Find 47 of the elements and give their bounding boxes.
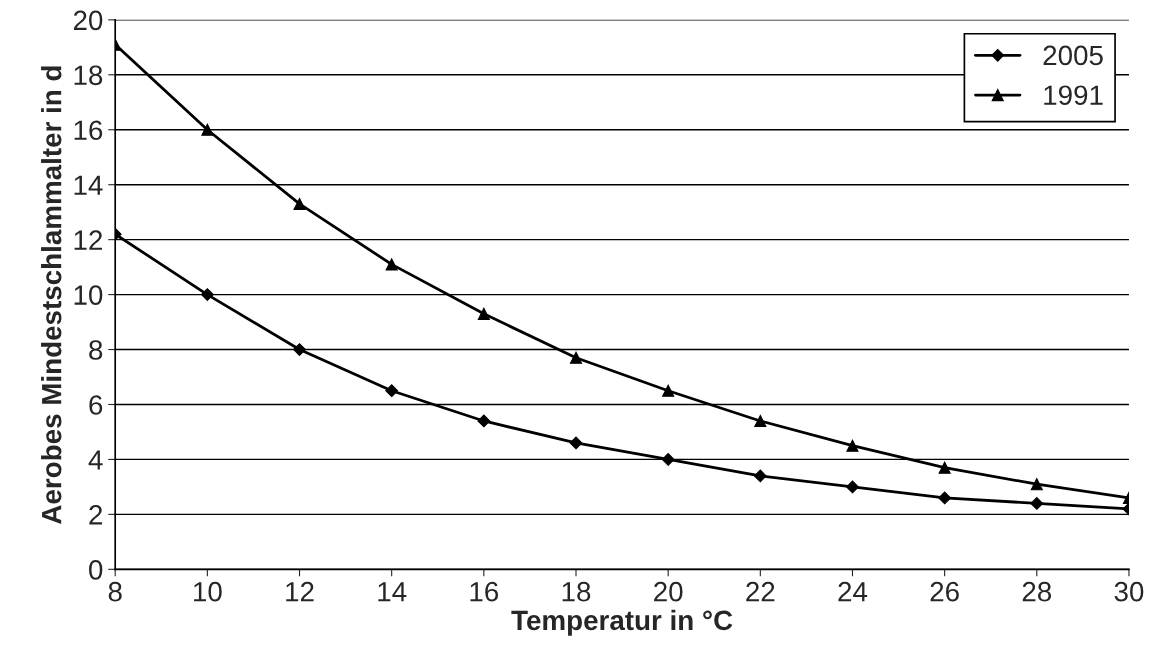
point <box>201 123 214 136</box>
legend-label: 2005 <box>1043 45 1103 66</box>
y-tick-label: 10 <box>74 285 103 305</box>
y-axis-title: Aerobes Mindestschlammalter in d <box>41 66 62 524</box>
y-tick-label: 8 <box>89 340 103 360</box>
x-tick-label: 10 <box>194 581 222 602</box>
point <box>754 414 767 428</box>
y-tick-label: 4 <box>88 450 103 470</box>
point <box>569 351 583 364</box>
legend-label: 1991 <box>1044 85 1103 106</box>
y-tick-label: 0 <box>89 559 103 580</box>
x-tick-label: 26 <box>930 581 959 602</box>
point <box>846 439 859 452</box>
point <box>938 461 951 474</box>
x-tick-label: 8 <box>108 581 122 602</box>
y-tick-label: 2 <box>89 505 102 525</box>
y-tick-label: 20 <box>73 10 103 31</box>
point <box>846 480 859 494</box>
x-tick-label: 20 <box>654 581 683 602</box>
point <box>385 384 399 398</box>
x-tick-label: 30 <box>1114 581 1144 602</box>
x-tick-label: 24 <box>838 581 868 602</box>
point <box>1030 478 1043 491</box>
x-tick-label: 18 <box>562 581 591 602</box>
x-tick-label: 16 <box>470 581 499 602</box>
point <box>753 469 767 483</box>
point <box>661 453 675 466</box>
point <box>1030 496 1044 510</box>
point <box>293 197 306 210</box>
x-tick-label: 12 <box>286 581 314 602</box>
y-tick-label: 12 <box>74 230 102 250</box>
point <box>477 414 491 428</box>
point <box>293 343 306 356</box>
point <box>200 288 214 301</box>
y-tick-label: 6 <box>89 395 103 415</box>
point <box>662 384 675 397</box>
point <box>385 258 398 271</box>
x-tick-label: 28 <box>1022 581 1052 602</box>
point <box>477 307 490 320</box>
x-tick-label: 14 <box>378 582 407 602</box>
point <box>938 491 952 505</box>
x-tick-label: 22 <box>746 581 775 602</box>
y-tick-label: 14 <box>74 175 103 195</box>
point <box>569 436 583 450</box>
x-axis-title: Temperatur in °C <box>511 609 733 636</box>
y-tick-label: 16 <box>74 120 103 141</box>
y-tick-label: 18 <box>74 65 103 86</box>
